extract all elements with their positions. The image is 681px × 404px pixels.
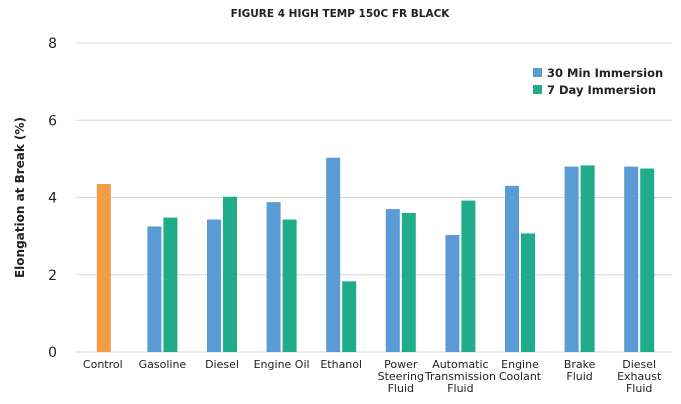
x-tick-label: Fluid <box>388 382 414 395</box>
y-tick-label: 2 <box>48 268 57 284</box>
y-tick-label: 4 <box>48 191 57 207</box>
x-tick-label: Coolant <box>499 370 542 383</box>
bar-series-2 <box>223 196 237 352</box>
bar-control <box>96 183 111 352</box>
x-tick-label: Fluid <box>566 370 592 383</box>
bar-series-1 <box>266 202 281 352</box>
x-tick-label: Gasoline <box>139 358 187 371</box>
bar-series-1 <box>564 166 579 352</box>
x-tick-label: Diesel <box>622 358 656 371</box>
bar-series-2 <box>163 217 178 352</box>
x-tick-label: Engine <box>501 358 539 371</box>
bar-series-2 <box>461 200 476 352</box>
legend-label: 7 Day Immersion <box>547 83 656 97</box>
legend-label: 30 Min Immersion <box>547 66 663 80</box>
legend-swatch <box>533 68 542 77</box>
bar-series-1 <box>207 219 221 352</box>
x-tick-label: Brake <box>564 358 596 371</box>
y-tick-labels: 0 2 4 6 8 <box>48 36 57 361</box>
bar-series-2 <box>342 281 357 352</box>
bar-series-2 <box>521 233 535 352</box>
x-tick-label: Control <box>83 358 123 371</box>
bar-series-2 <box>401 212 416 352</box>
x-tick-label: Ethanol <box>320 358 362 371</box>
y-tick-label: 8 <box>48 36 57 52</box>
x-tick-label: Diesel <box>205 358 239 371</box>
chart-title: FIGURE 4 HIGH TEMP 150C FR BLACK <box>231 8 451 20</box>
x-tick-labels: Control Gasoline Diesel Engine Oil Ethanol Po… <box>83 358 662 395</box>
x-tick-label: Steering <box>378 370 424 383</box>
bar-series-1 <box>445 234 460 352</box>
legend-swatch <box>533 85 542 94</box>
bar-series-1 <box>505 185 519 352</box>
bar-series-2 <box>580 165 595 352</box>
x-tick-label: Automatic <box>432 358 488 371</box>
bar-series-2 <box>640 168 655 352</box>
y-axis-label: Elongation at Break (%) <box>13 117 27 278</box>
x-tick-label: Engine Oil <box>254 358 310 371</box>
y-tick-label: 0 <box>48 345 57 361</box>
y-tick-label: 6 <box>48 113 57 129</box>
x-tick-label: Fluid <box>447 382 473 395</box>
bar-series-1 <box>624 166 639 352</box>
legend: 30 Min Immersion 7 Day Immersion <box>533 66 663 97</box>
x-tick-label: Fluid <box>626 382 652 395</box>
x-tick-label: Exhaust <box>617 370 662 383</box>
bar-series-1 <box>147 226 162 352</box>
bars <box>96 157 655 352</box>
bar-series-1 <box>385 209 400 352</box>
x-tick-label: Power <box>384 358 418 371</box>
bar-series-2 <box>282 219 297 352</box>
bar-series-1 <box>326 157 341 352</box>
x-tick-label: Transmission <box>424 370 496 383</box>
